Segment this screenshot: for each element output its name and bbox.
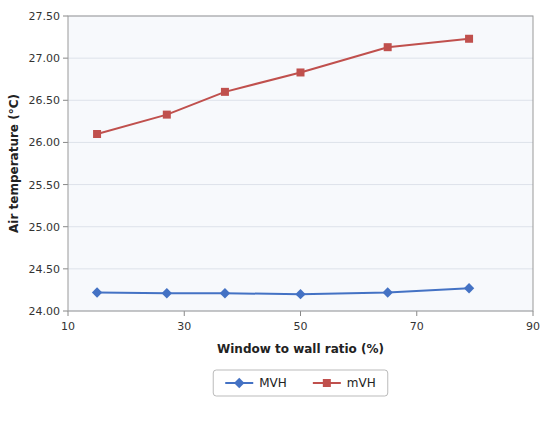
- marker: [92, 287, 102, 297]
- marker: [464, 283, 474, 293]
- y-axis-label: Air temperature (°C): [7, 94, 21, 233]
- marker: [163, 111, 171, 119]
- tick-mark: [184, 311, 185, 316]
- x-axis: 10 30 50 70 90: [61, 311, 540, 333]
- tick-mark: [416, 311, 417, 316]
- grid-line: [68, 142, 533, 143]
- legend-box: [213, 370, 388, 396]
- chart: 24.00 24.50 25.00 25.50 26.00 26.50 27.00 27.50…: [0, 0, 551, 423]
- marker: [295, 289, 305, 299]
- tick-mark: [63, 16, 68, 17]
- legend: MVH mVH: [213, 370, 388, 396]
- grid-line: [68, 268, 533, 269]
- grid-line: [68, 226, 533, 227]
- grid-line: [68, 58, 533, 59]
- legend-label: mVH: [347, 376, 376, 390]
- y-axis: 24.00 24.50 25.00 25.50 26.00 26.50 27.00 27.50: [29, 10, 534, 318]
- tick-label: 70: [410, 320, 424, 333]
- x-axis-label: Window to wall ratio (%): [217, 342, 384, 356]
- tick-mark: [63, 311, 68, 312]
- tick-mark: [63, 142, 68, 143]
- plot-area: [68, 16, 533, 311]
- grid-line: [68, 100, 533, 101]
- tick-label: 27.50: [29, 10, 61, 23]
- tick-label: 25.50: [29, 179, 61, 192]
- tick-mark: [300, 311, 301, 316]
- tick-label: 24.50: [29, 263, 61, 276]
- marker: [384, 43, 392, 51]
- tick-label: 26.50: [29, 94, 61, 107]
- marker: [93, 130, 101, 138]
- marker: [382, 287, 392, 297]
- tick-label: 27.00: [29, 52, 61, 65]
- tick-label: 30: [177, 320, 191, 333]
- marker: [221, 88, 229, 96]
- marker: [234, 378, 244, 388]
- marker: [297, 68, 305, 76]
- tick-mark: [63, 268, 68, 269]
- tick-mark: [68, 311, 69, 316]
- tick-mark: [533, 311, 534, 316]
- series-line: [97, 288, 469, 294]
- marker: [465, 35, 473, 43]
- data: [92, 35, 474, 300]
- tick-mark: [63, 226, 68, 227]
- tick-mark: [63, 58, 68, 59]
- tick-mark: [63, 184, 68, 185]
- tick-label: 50: [294, 320, 308, 333]
- grid-line: [68, 184, 533, 185]
- marker: [323, 379, 331, 387]
- legend-label: MVH: [259, 376, 287, 390]
- plot-frame: [68, 16, 533, 311]
- series-line: [97, 39, 469, 134]
- tick-label: 90: [526, 320, 540, 333]
- marker: [220, 288, 230, 298]
- marker: [162, 288, 172, 298]
- legend-item: MVH: [225, 376, 287, 390]
- tick-label: 24.00: [29, 305, 61, 318]
- tick-label: 10: [61, 320, 75, 333]
- legend-item: mVH: [313, 376, 376, 390]
- tick-label: 25.00: [29, 221, 61, 234]
- tick-label: 26.00: [29, 136, 61, 149]
- tick-mark: [63, 100, 68, 101]
